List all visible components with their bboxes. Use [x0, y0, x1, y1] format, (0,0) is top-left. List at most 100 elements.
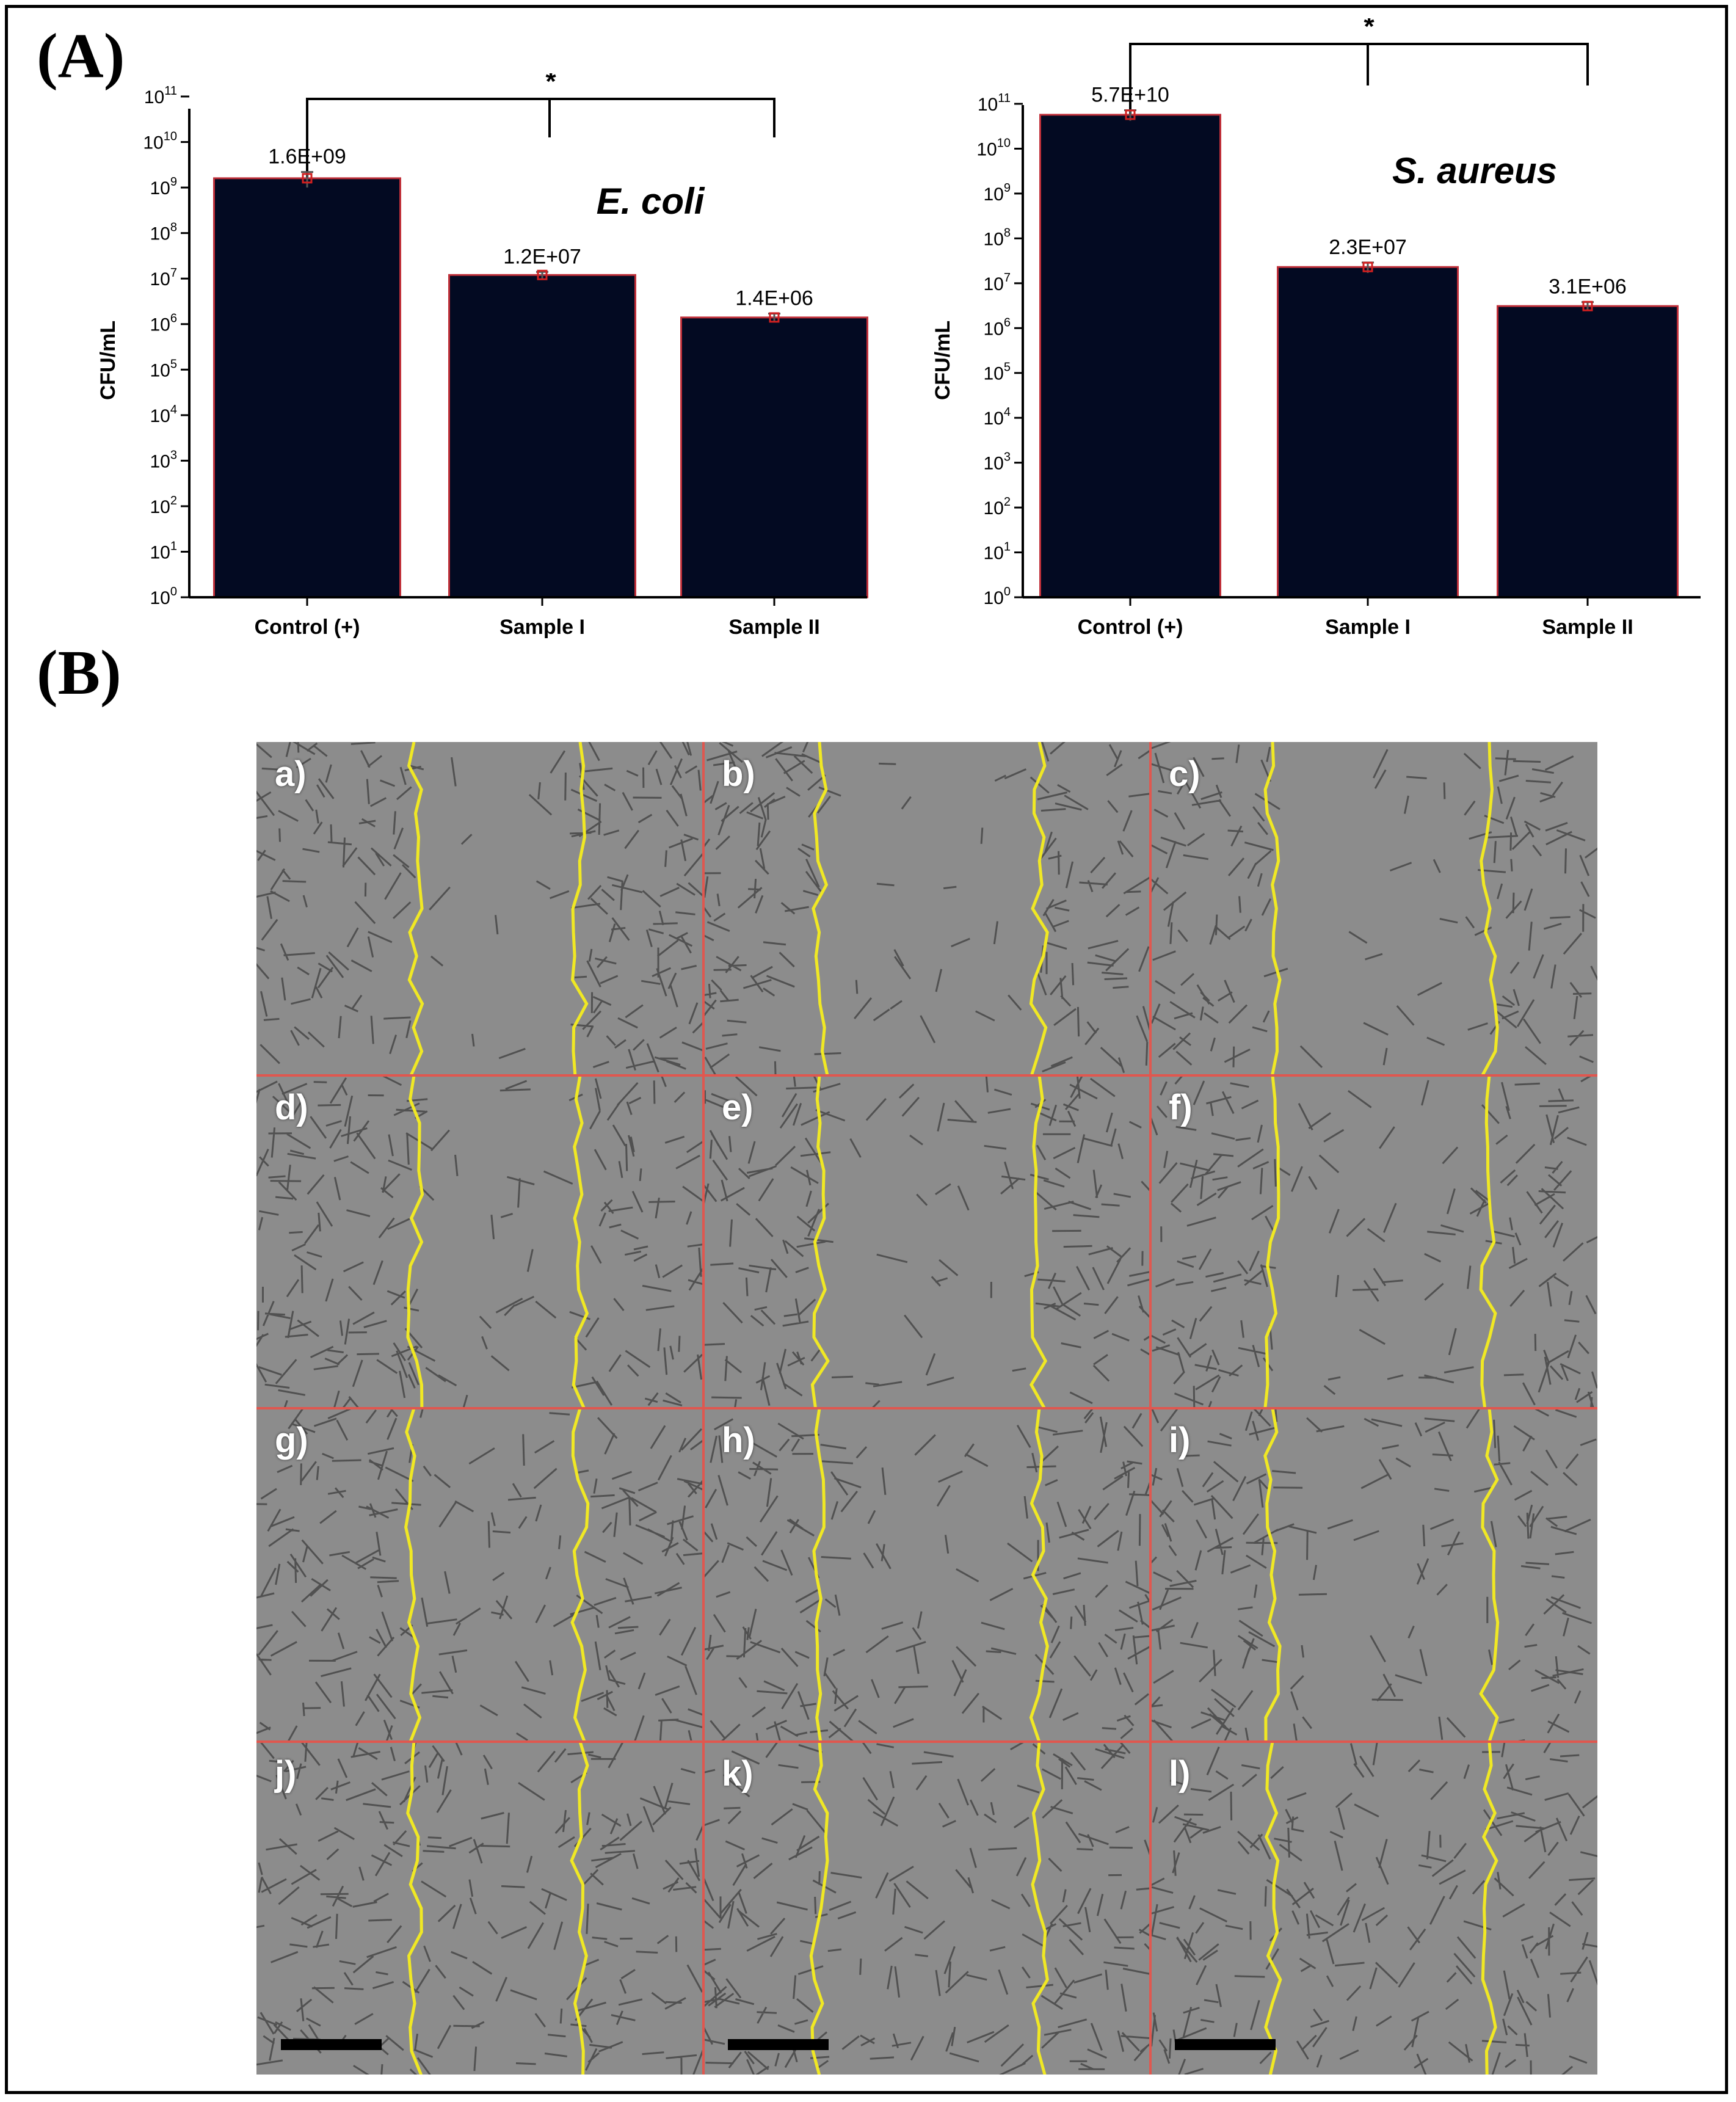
y-tick-label: 100 — [150, 585, 178, 608]
y-tick-label: 101 — [150, 539, 178, 562]
data-label: 1.2E+07 — [503, 245, 581, 268]
y-tick-label: 105 — [984, 361, 1011, 384]
micrograph-image — [703, 742, 1150, 1075]
tick-exponent: 10 — [164, 130, 177, 144]
grid-divider-horizontal — [256, 1407, 1597, 1409]
micrograph-cell: d) — [256, 1075, 703, 1408]
cell-strokes — [703, 1408, 1150, 1742]
micrograph-label: h) — [722, 1420, 755, 1460]
x-tick-label: Sample I — [499, 616, 585, 639]
x-tick-label: Sample I — [1325, 616, 1411, 639]
tick-exponent: 4 — [170, 403, 177, 416]
micrograph-cell: j) — [256, 1741, 703, 2075]
chart-title: E. coli — [597, 181, 705, 222]
micrograph-label: l) — [1169, 1753, 1191, 1794]
tick-exponent: 9 — [170, 175, 177, 189]
tick-exponent: 6 — [170, 312, 177, 325]
tick-base: 10 — [984, 544, 1004, 564]
bar — [1497, 305, 1679, 598]
y-tick-label: 103 — [984, 451, 1011, 474]
cell-texture — [1150, 1408, 1597, 1742]
wound-edge-right — [1479, 1408, 1500, 1742]
micrograph-label: j) — [275, 1753, 297, 1794]
y-tick-label: 104 — [150, 403, 178, 426]
scale-bar — [281, 2039, 382, 2050]
tick-base: 10 — [984, 274, 1004, 294]
cell-texture — [703, 742, 1150, 1075]
wound-edge-left — [1264, 1741, 1282, 2075]
tick-exponent: 5 — [170, 357, 177, 371]
tick-exponent: 3 — [1004, 451, 1011, 464]
wound-edge-right — [1481, 1741, 1498, 2075]
micrograph-cell: g) — [256, 1408, 703, 1742]
tick-exponent: 2 — [1004, 495, 1011, 509]
wound-edge-right — [1029, 742, 1049, 1075]
tick-base: 10 — [984, 409, 1004, 429]
wound-edge-right — [1479, 1075, 1497, 1408]
tick-base: 10 — [150, 542, 170, 562]
cell-strokes — [256, 1408, 703, 1742]
y-tick-label: 109 — [984, 181, 1011, 205]
grid-divider-horizontal — [256, 1740, 1597, 1743]
y-tick-label: 1011 — [978, 92, 1011, 115]
cell-texture — [1150, 742, 1597, 1068]
micrograph-image — [256, 1075, 703, 1408]
significance-bracket: * — [1129, 18, 1589, 121]
micrograph-cell: l) — [1150, 1741, 1597, 2075]
y-tick-label: 1010 — [976, 136, 1011, 159]
tick-exponent: 5 — [1004, 361, 1011, 374]
tick-exponent: 6 — [1004, 316, 1011, 329]
significance-marker: * — [1364, 18, 1375, 42]
ecoli-bar-chart: CFU/mL E. coli * 10010110210310410510610… — [96, 73, 868, 639]
micrograph-label: d) — [275, 1087, 308, 1127]
mean-marker — [1362, 261, 1373, 272]
tick-exponent: 0 — [1004, 585, 1011, 598]
wound-edge-left — [407, 742, 424, 1075]
y-axis-label: CFU/mL — [96, 321, 120, 400]
micrograph-label: e) — [722, 1087, 754, 1127]
tick-base: 10 — [976, 139, 997, 159]
wound-edge-left — [812, 1408, 826, 1742]
tick-exponent: 1 — [1004, 540, 1011, 554]
wound-edge-right — [572, 1075, 589, 1408]
wound-edge-left — [406, 1075, 424, 1408]
cell-strokes — [1150, 1741, 1597, 2075]
tick-exponent: 8 — [1004, 226, 1011, 239]
cell-texture — [703, 1741, 1150, 2075]
cell-strokes — [256, 742, 703, 1073]
saureus-bar-chart: CFU/mL S. aureus * 100101102103104105106… — [931, 18, 1701, 639]
scale-bar — [728, 2039, 829, 2050]
y-tick-label: 107 — [984, 271, 1011, 294]
cell-strokes — [256, 1741, 703, 2075]
y-tick-label: 109 — [150, 175, 178, 198]
micrograph-image — [256, 742, 703, 1075]
wound-edge-left — [404, 1408, 422, 1742]
bracket-path — [1129, 43, 1589, 121]
grid-divider-vertical — [702, 742, 705, 2075]
tick-base: 10 — [984, 454, 1004, 474]
tick-base: 10 — [984, 319, 1004, 339]
wound-edge-left — [1263, 1075, 1280, 1408]
bar — [448, 274, 636, 598]
bar — [1277, 266, 1459, 598]
micrograph-image — [1150, 1741, 1597, 2075]
tick-base: 10 — [984, 498, 1004, 518]
tick-base: 10 — [978, 95, 998, 115]
micrograph-label: f) — [1169, 1087, 1193, 1127]
tick-exponent: 9 — [1004, 181, 1011, 195]
cell-strokes — [703, 742, 1150, 1075]
cell-texture — [256, 742, 703, 1073]
wound-edge-left — [810, 1075, 830, 1408]
mean-marker — [537, 269, 548, 280]
y-tick-label: 102 — [984, 495, 1011, 518]
y-tick-label: 105 — [150, 357, 178, 380]
significance-bracket: * — [306, 73, 775, 188]
tick-base: 10 — [150, 497, 170, 517]
micrograph-cell: c) — [1150, 742, 1597, 1075]
tick-exponent: 11 — [164, 84, 177, 98]
data-label: 3.1E+06 — [1549, 275, 1627, 299]
bar — [680, 316, 868, 598]
cell-strokes — [1150, 1075, 1597, 1408]
micrograph-label: k) — [722, 1753, 754, 1794]
tick-exponent: 11 — [998, 92, 1011, 105]
